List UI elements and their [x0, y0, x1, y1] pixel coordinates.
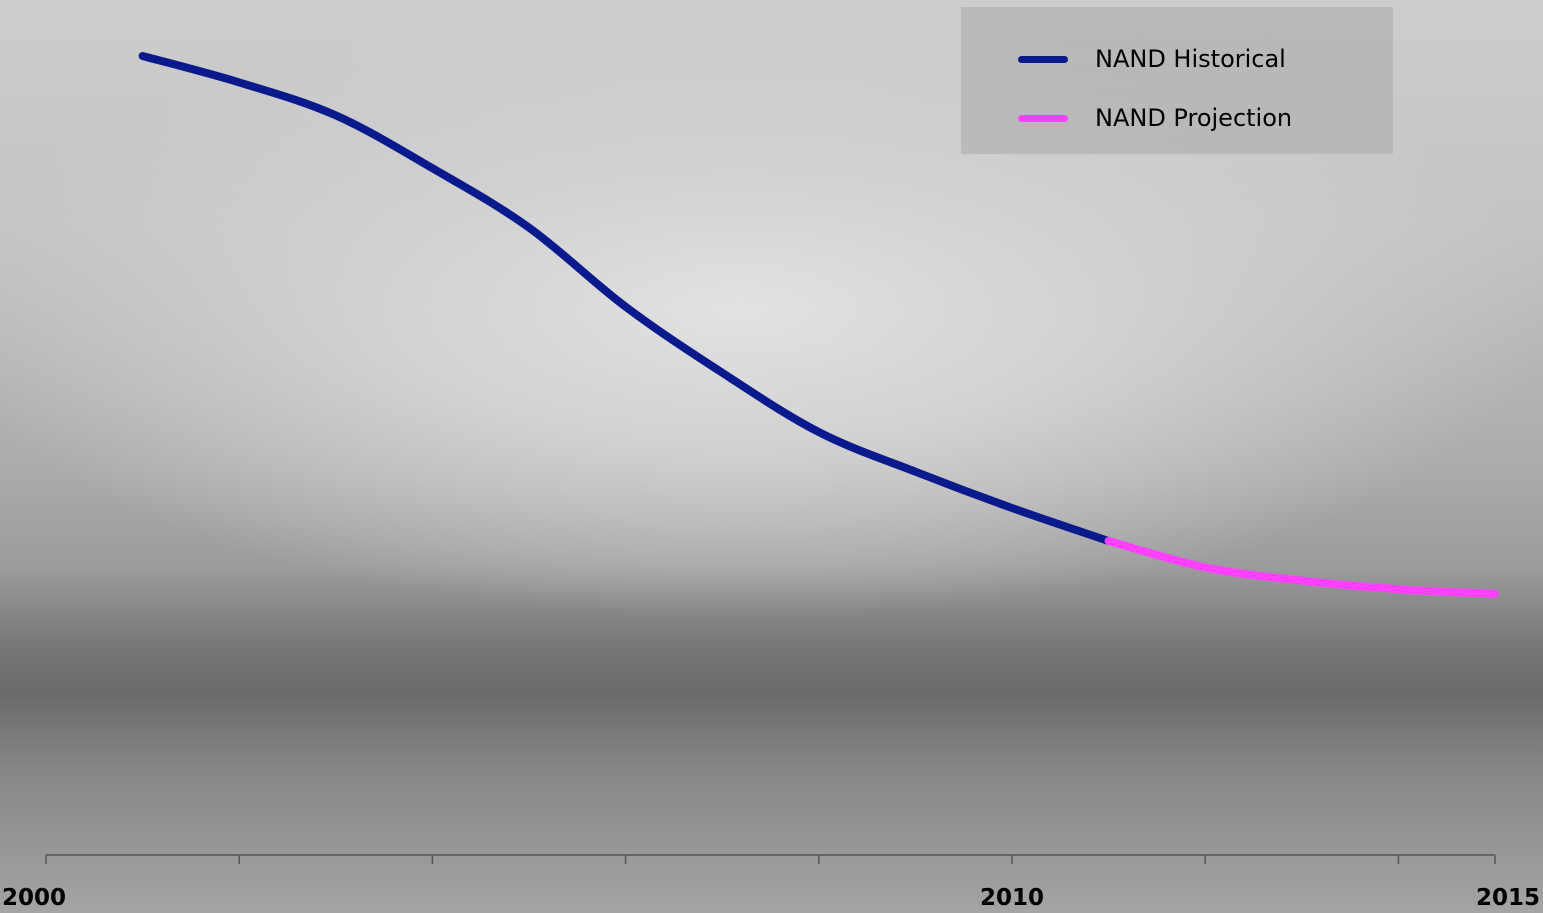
x-axis	[45, 854, 1496, 864]
legend-label-projection: NAND Projection	[1095, 104, 1293, 132]
legend-swatch-historical	[1018, 56, 1068, 63]
legend: NAND Historical NAND Projection	[961, 7, 1393, 154]
x-axis-tick-labels: 2000 2010 2015	[2, 885, 1540, 911]
x-tick-label-2000: 2000	[2, 885, 66, 911]
legend-item-historical: NAND Historical	[961, 39, 1393, 79]
series-line-projection	[1104, 537, 1499, 598]
series-layer	[138, 52, 1499, 598]
legend-label-historical: NAND Historical	[1095, 45, 1286, 73]
series-line-historical	[138, 52, 1113, 545]
legend-swatch-projection	[1018, 115, 1068, 122]
x-tick-label-2015: 2015	[1476, 885, 1540, 911]
legend-item-projection: NAND Projection	[961, 98, 1393, 138]
x-tick-label-2010: 2010	[980, 885, 1044, 911]
